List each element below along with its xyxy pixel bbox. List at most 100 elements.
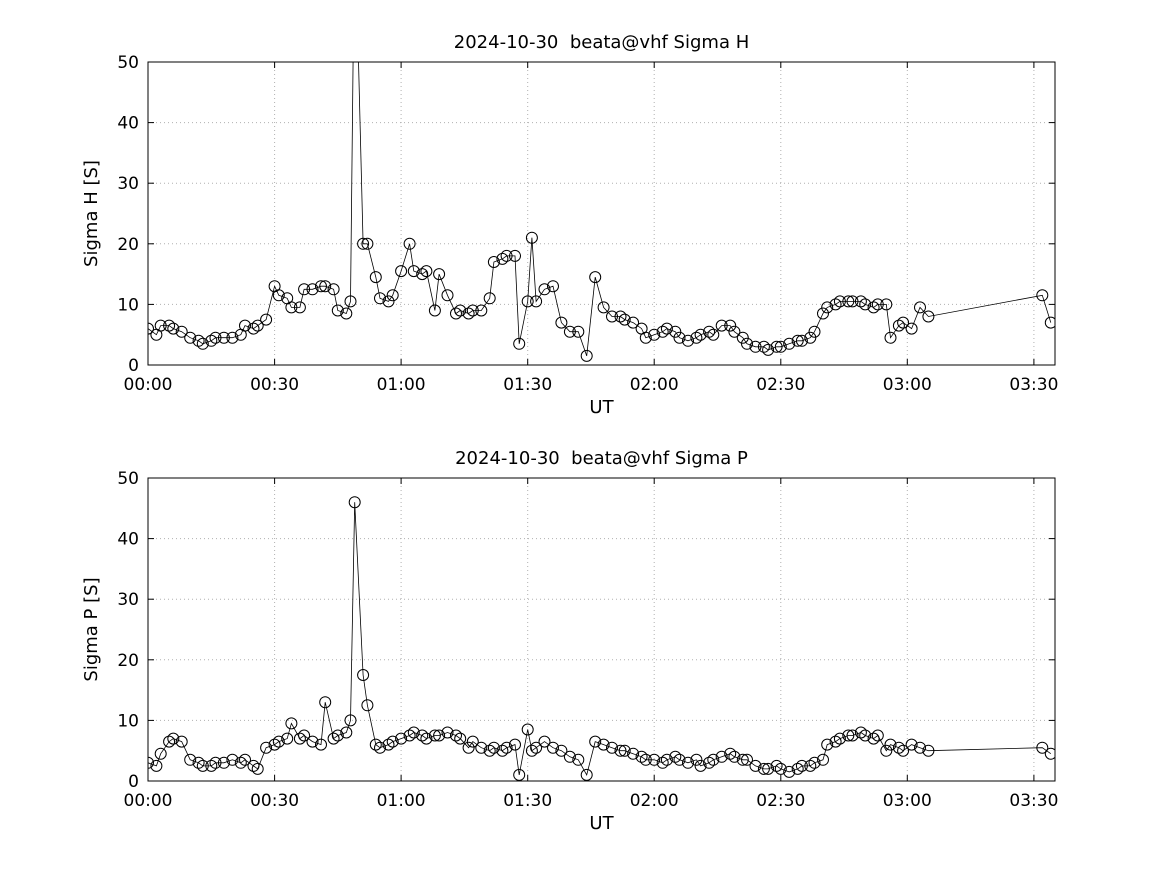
data-point-marker: [306, 283, 319, 296]
data-point-marker: [648, 328, 661, 341]
data-point-marker: [483, 744, 496, 757]
data-point-marker: [344, 714, 357, 727]
data-point-marker: [298, 729, 311, 742]
series-line: [148, 62, 1052, 357]
x-tick-label: 00:30: [250, 375, 299, 395]
data-point-marker: [555, 744, 568, 757]
data-point-marker: [167, 732, 180, 745]
data-point-marker: [530, 295, 543, 308]
series-line: [148, 502, 1052, 776]
y-tick-label: 20: [117, 235, 139, 255]
data-point-marker: [331, 729, 344, 742]
data-point-marker: [859, 298, 872, 311]
data-point-marker: [521, 723, 534, 736]
data-point-marker: [833, 295, 846, 308]
data-point-marker: [331, 304, 344, 317]
data-point-marker: [572, 325, 585, 338]
data-point-marker: [833, 732, 846, 745]
data-point-marker: [694, 759, 707, 772]
data-point-marker: [374, 292, 386, 305]
data-point-marker: [728, 325, 741, 338]
data-point-marker: [407, 265, 420, 278]
data-point-marker: [660, 753, 673, 766]
y-tick-label: 0: [128, 772, 139, 792]
data-point-marker: [867, 301, 880, 314]
data-point-marker: [450, 729, 462, 742]
data-point-marker: [804, 331, 817, 344]
data-point-marker: [513, 337, 526, 350]
data-point-marker: [597, 301, 610, 314]
x-tick-label: 02:30: [756, 375, 805, 395]
data-point-marker: [842, 295, 855, 308]
data-point-marker: [281, 732, 294, 745]
y-tick-label: 10: [117, 295, 139, 315]
data-point-marker: [361, 699, 374, 712]
data-point-marker: [513, 768, 526, 781]
data-point-marker: [487, 256, 500, 268]
data-point-marker: [922, 310, 935, 323]
data-point-marker: [656, 325, 669, 338]
data-point-marker: [340, 307, 353, 320]
y-tick-label: 20: [117, 651, 139, 671]
data-point-marker: [483, 292, 496, 305]
data-point-marker: [871, 298, 884, 311]
x-tick-label: 03:30: [1009, 375, 1058, 395]
data-point-marker: [441, 289, 454, 302]
data-point-marker: [884, 738, 897, 751]
data-point-marker: [348, 496, 361, 509]
data-point-marker: [315, 738, 327, 751]
x-tick-label: 02:00: [630, 791, 679, 811]
data-point-marker: [247, 322, 260, 335]
data-point-marker: [319, 280, 332, 293]
y-tick-label: 30: [117, 174, 139, 194]
data-point-marker: [340, 726, 353, 739]
data-point-marker: [251, 319, 264, 332]
data-point-marker: [196, 337, 209, 350]
data-point-marker: [884, 331, 897, 344]
data-point-marker: [703, 325, 716, 338]
data-point-marker: [466, 735, 479, 748]
y-tick-label: 10: [117, 711, 139, 731]
data-series: [148, 62, 1055, 362]
x-tick-label: 01:00: [377, 791, 426, 811]
x-tick-label: 03:00: [883, 791, 932, 811]
data-point-marker: [298, 283, 311, 296]
data-point-marker: [239, 753, 251, 766]
data-point-marker: [774, 762, 787, 775]
y-tick-label: 50: [117, 53, 139, 73]
data-point-marker: [791, 762, 804, 775]
data-point-marker: [589, 271, 602, 284]
data-point-marker: [247, 759, 260, 772]
data-point-marker: [580, 768, 593, 781]
data-point-marker: [239, 319, 251, 332]
data-point-marker: [673, 753, 686, 766]
data-point-marker: [509, 738, 521, 751]
data-point-marker: [327, 283, 340, 296]
data-point-marker: [808, 325, 821, 338]
plot-box: [147, 477, 1056, 782]
plot-box: [147, 61, 1056, 366]
data-point-marker: [525, 231, 538, 244]
data-point-marker: [639, 753, 652, 766]
data-point-marker: [260, 313, 273, 326]
x-tick-label: 03:00: [883, 375, 932, 395]
data-point-marker: [509, 249, 521, 262]
data-point-marker: [403, 237, 416, 250]
data-point-marker: [433, 268, 446, 281]
data-point-marker: [892, 319, 905, 332]
data-point-marker: [741, 337, 753, 350]
data-point-marker: [627, 747, 640, 760]
plot-title: 2024-10-30 beata@vhf Sigma P: [455, 448, 748, 469]
data-point-marker: [770, 759, 783, 772]
data-point-marker: [150, 759, 163, 772]
data-point-marker: [500, 741, 513, 754]
data-point-marker: [618, 744, 631, 757]
data-point-marker: [148, 756, 154, 769]
data-point-marker: [475, 304, 488, 317]
data-point-marker: [268, 738, 281, 751]
data-point-marker: [715, 319, 728, 332]
data-point-marker: [795, 334, 808, 347]
data-point-marker: [1044, 747, 1055, 760]
data-point-marker: [690, 331, 703, 344]
data-point-marker: [462, 307, 475, 320]
